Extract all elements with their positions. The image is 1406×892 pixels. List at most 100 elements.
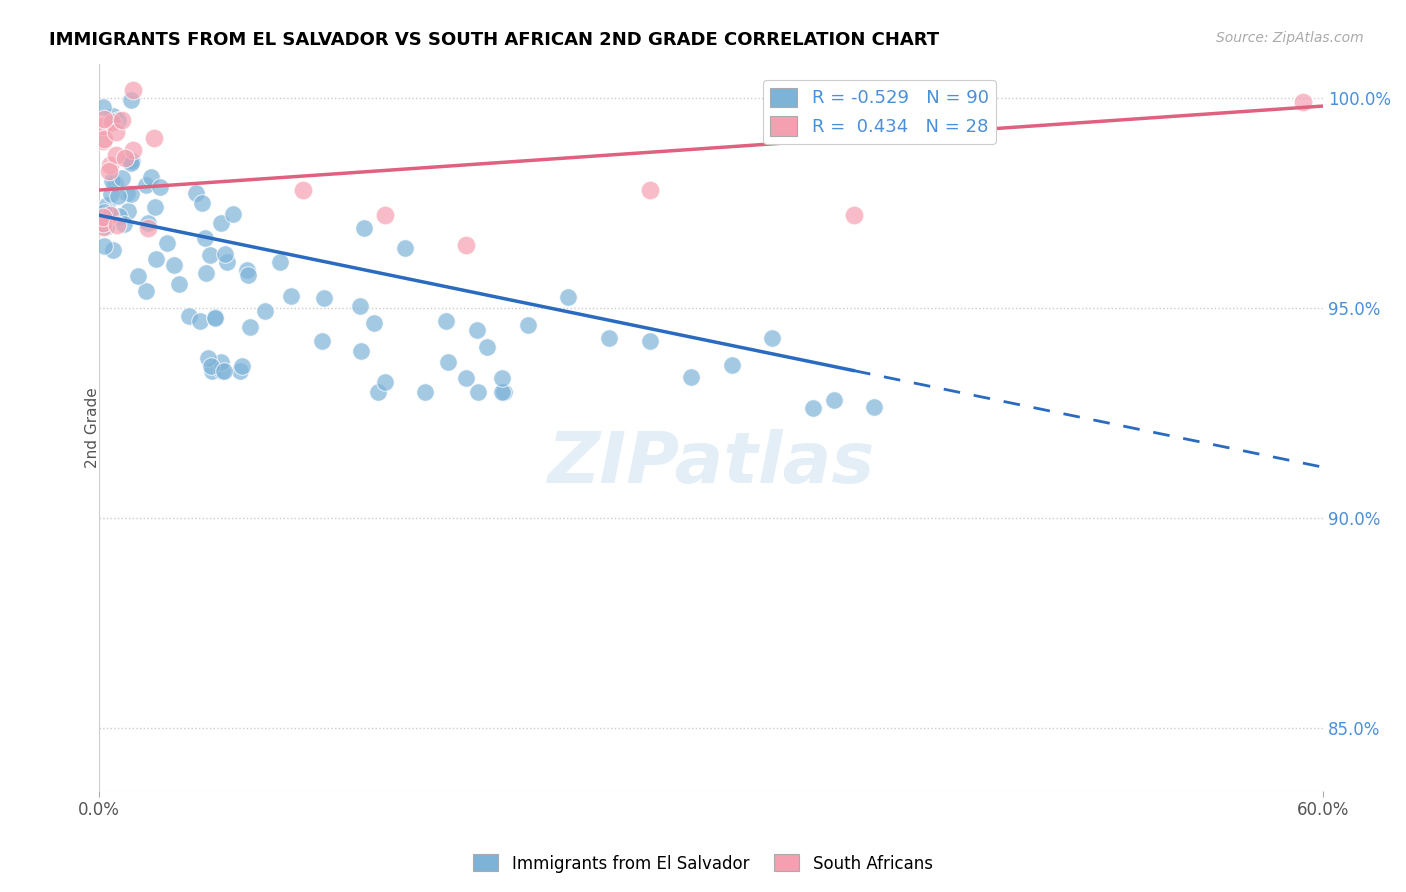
Point: [91, 134, 114, 148]
Point: [91, 100, 114, 114]
Point: [374, 208, 396, 222]
Point: [135, 178, 157, 192]
Point: [374, 375, 396, 389]
Point: [350, 344, 373, 359]
Point: [111, 112, 134, 127]
Point: [823, 393, 845, 408]
Point: [842, 208, 865, 222]
Point: [143, 130, 166, 145]
Point: [367, 384, 389, 399]
Point: [467, 384, 489, 399]
Point: [98, 157, 121, 171]
Point: [363, 316, 385, 330]
Point: [190, 313, 212, 327]
Point: [100, 208, 122, 222]
Point: [93, 239, 115, 253]
Point: [201, 364, 224, 378]
Point: [112, 217, 135, 231]
Point: [209, 216, 232, 230]
Point: [96, 198, 118, 212]
Point: [104, 176, 127, 190]
Point: [94, 220, 117, 235]
Point: [801, 401, 824, 415]
Point: [120, 187, 142, 202]
Point: [184, 186, 207, 200]
Point: [239, 319, 262, 334]
Point: [598, 331, 620, 345]
Point: [93, 205, 115, 219]
Legend: Immigrants from El Salvador, South Africans: Immigrants from El Salvador, South Afric…: [467, 847, 939, 880]
Point: [456, 237, 478, 252]
Point: [516, 318, 538, 332]
Point: [197, 351, 219, 365]
Point: [136, 216, 159, 230]
Point: [349, 299, 371, 313]
Point: [235, 263, 257, 277]
Point: [98, 206, 121, 220]
Point: [121, 143, 143, 157]
Point: [143, 200, 166, 214]
Point: [93, 112, 115, 126]
Point: [135, 285, 157, 299]
Point: [100, 187, 122, 202]
Point: [117, 186, 139, 201]
Point: [169, 277, 191, 292]
Point: [231, 359, 253, 373]
Text: Source: ZipAtlas.com: Source: ZipAtlas.com: [1216, 31, 1364, 45]
Point: [394, 241, 416, 255]
Point: [638, 334, 661, 348]
Point: [491, 384, 513, 399]
Point: [163, 259, 186, 273]
Point: [177, 309, 200, 323]
Point: [145, 252, 167, 267]
Point: [117, 204, 139, 219]
Point: [191, 195, 214, 210]
Point: [465, 323, 488, 337]
Point: [557, 290, 579, 304]
Point: [91, 119, 114, 133]
Point: [136, 220, 159, 235]
Legend: R = -0.529   N = 90, R =  0.434   N = 28: R = -0.529 N = 90, R = 0.434 N = 28: [763, 80, 995, 144]
Point: [107, 113, 129, 128]
Point: [91, 220, 114, 235]
Point: [212, 364, 235, 378]
Point: [108, 209, 131, 223]
Point: [214, 247, 236, 261]
Point: [194, 231, 217, 245]
Point: [292, 183, 315, 197]
Point: [269, 254, 291, 268]
Point: [105, 218, 128, 232]
Point: [413, 384, 436, 399]
Point: [1292, 95, 1315, 109]
Point: [204, 310, 226, 324]
Point: [100, 174, 122, 188]
Point: [107, 189, 129, 203]
Point: [93, 132, 115, 146]
Point: [312, 291, 335, 305]
Point: [97, 164, 120, 178]
Point: [491, 371, 513, 385]
Point: [679, 370, 702, 384]
Point: [217, 254, 239, 268]
Point: [229, 364, 252, 378]
Point: [638, 183, 661, 197]
Point: [111, 171, 134, 186]
Point: [221, 207, 243, 221]
Text: IMMIGRANTS FROM EL SALVADOR VS SOUTH AFRICAN 2ND GRADE CORRELATION CHART: IMMIGRANTS FROM EL SALVADOR VS SOUTH AFR…: [49, 31, 939, 49]
Point: [492, 384, 515, 399]
Point: [121, 153, 143, 168]
Point: [114, 151, 136, 165]
Point: [253, 304, 276, 318]
Point: [200, 359, 222, 373]
Point: [120, 93, 142, 107]
Point: [353, 221, 375, 235]
Point: [103, 109, 125, 123]
Point: [198, 248, 221, 262]
Point: [141, 169, 163, 184]
Point: [156, 235, 179, 250]
Point: [122, 83, 145, 97]
Point: [863, 400, 886, 414]
Y-axis label: 2nd Grade: 2nd Grade: [84, 387, 100, 467]
Point: [311, 334, 333, 348]
Point: [105, 147, 128, 161]
